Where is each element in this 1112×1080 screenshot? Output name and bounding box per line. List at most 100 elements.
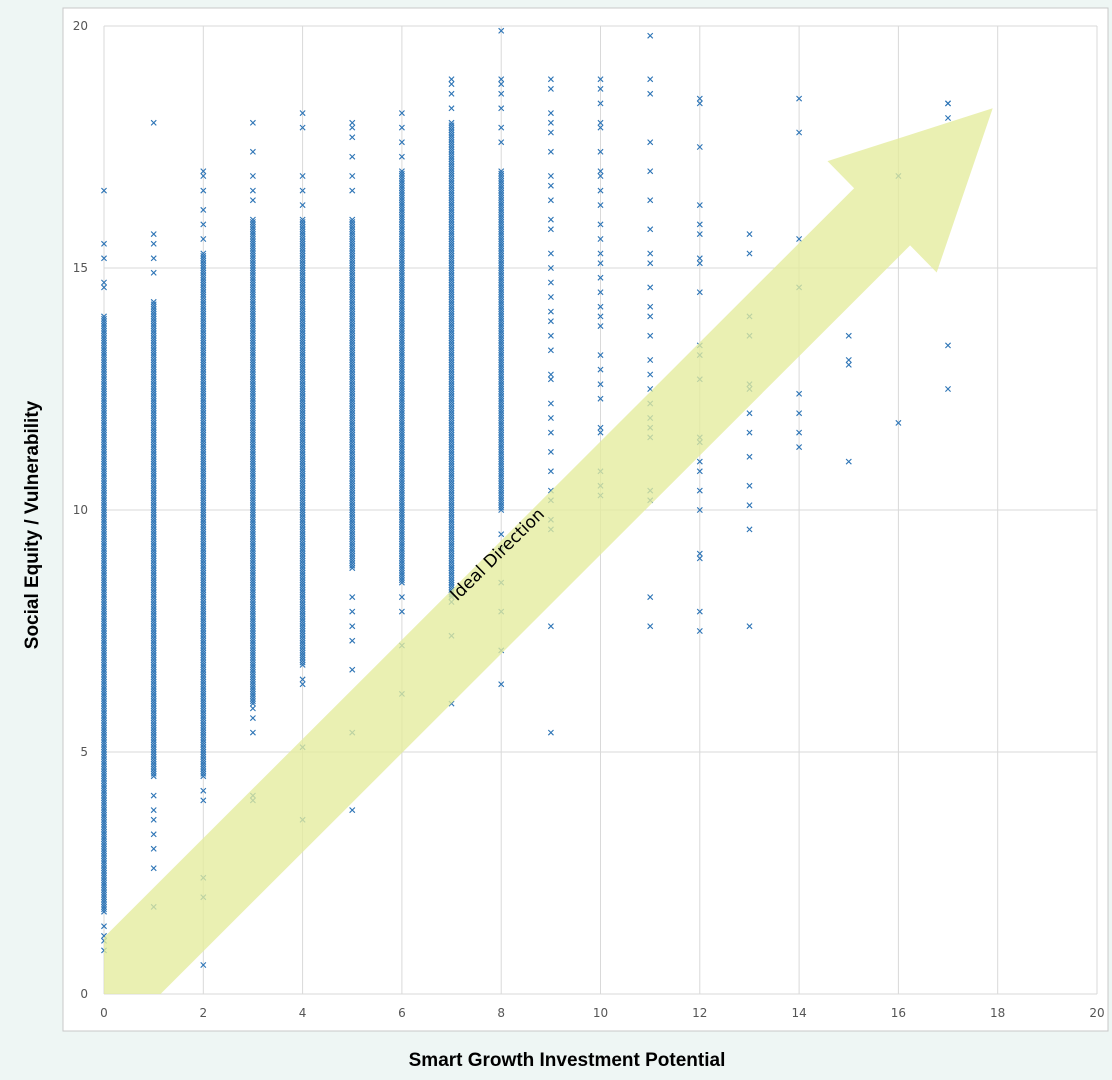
data-point (101, 395, 107, 402)
y-tick-label: 10 (73, 503, 88, 517)
data-point (299, 567, 306, 574)
data-point (101, 584, 107, 591)
data-point (101, 688, 107, 695)
data-point (249, 398, 256, 405)
data-point (398, 415, 405, 421)
data-point (200, 376, 207, 383)
data-point (398, 219, 405, 225)
data-point (547, 332, 554, 339)
data-point (448, 119, 455, 126)
data-point (101, 400, 107, 407)
data-point (249, 352, 256, 359)
data-point (398, 209, 405, 216)
data-point (796, 444, 803, 451)
data-point (349, 240, 356, 247)
data-point (299, 543, 306, 550)
data-point (498, 453, 505, 460)
data-point (448, 523, 455, 530)
data-point (200, 688, 207, 695)
data-point (150, 318, 157, 325)
data-point (299, 557, 306, 564)
data-point (448, 175, 455, 182)
data-point (249, 485, 256, 492)
data-point (150, 456, 157, 463)
data-point (597, 424, 604, 431)
data-point (101, 899, 107, 905)
data-point (101, 497, 107, 504)
data-point (448, 393, 455, 400)
data-point (448, 461, 455, 467)
data-point (398, 354, 405, 361)
data-point (498, 240, 505, 247)
data-point (349, 279, 356, 286)
data-point (101, 332, 107, 339)
data-point (398, 410, 405, 417)
data-point (696, 608, 703, 615)
data-point (150, 567, 157, 574)
data-point (299, 250, 306, 257)
data-point (398, 557, 405, 564)
data-point (200, 448, 207, 455)
data-point (150, 695, 157, 702)
data-point (101, 359, 107, 366)
data-point (150, 557, 157, 564)
data-point (150, 765, 157, 772)
data-point (448, 228, 455, 235)
data-point (249, 412, 256, 419)
data-point (349, 550, 356, 557)
data-point (101, 487, 107, 494)
data-point (249, 369, 256, 376)
data-point (547, 308, 554, 315)
data-point (349, 468, 356, 475)
data-point (200, 664, 207, 671)
data-point (398, 301, 405, 308)
data-point (398, 398, 405, 405)
data-point (150, 478, 157, 484)
data-point (398, 504, 405, 511)
data-point (398, 475, 405, 482)
data-point (498, 388, 505, 395)
data-point (101, 908, 107, 915)
data-point (249, 451, 256, 458)
data-point (547, 294, 554, 300)
data-point (249, 432, 256, 438)
data-point (349, 269, 356, 276)
data-point (448, 272, 455, 279)
data-point (150, 727, 157, 734)
data-point (101, 807, 107, 814)
data-point (349, 337, 356, 344)
data-point (299, 424, 306, 431)
data-point (101, 763, 107, 770)
data-point (249, 528, 256, 535)
data-point (299, 269, 306, 276)
data-point (101, 383, 107, 390)
data-point (101, 468, 107, 475)
data-point (299, 386, 306, 392)
data-point (448, 177, 455, 184)
data-point (150, 446, 157, 453)
data-point (101, 872, 107, 879)
data-point (448, 412, 455, 419)
data-point (101, 509, 107, 516)
data-point (398, 369, 405, 376)
data-point (349, 480, 356, 487)
data-point (398, 332, 405, 339)
data-point (200, 303, 207, 310)
data-point (299, 124, 306, 131)
data-point (448, 151, 455, 158)
data-point (101, 720, 107, 726)
data-point (150, 705, 157, 712)
data-point (150, 596, 157, 603)
data-point (299, 298, 306, 305)
data-point (150, 448, 157, 455)
data-point (150, 376, 157, 383)
data-point (101, 485, 107, 492)
data-point (398, 318, 405, 325)
data-point (200, 465, 207, 472)
data-point (299, 461, 306, 467)
data-point (448, 427, 455, 434)
data-point (448, 533, 455, 540)
data-point (398, 320, 405, 327)
data-point (845, 357, 852, 363)
